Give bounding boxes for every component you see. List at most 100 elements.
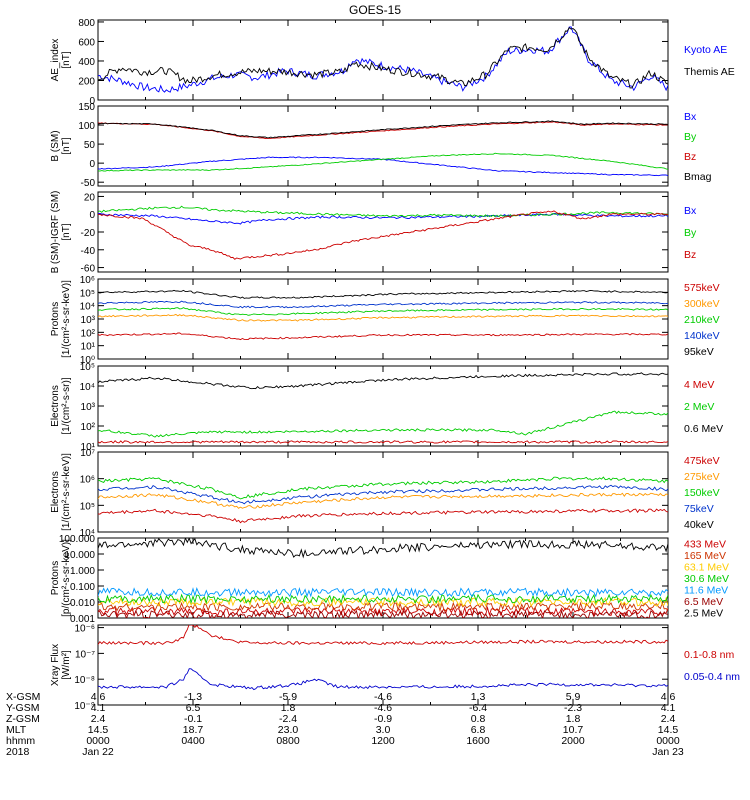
legend-entry: 95keV (684, 346, 714, 358)
legend-entry: 140keV (684, 330, 720, 342)
series-line (98, 587, 668, 598)
legend-entry: 4 MeV (684, 379, 714, 391)
y-tick-label: 800 (78, 18, 95, 29)
legend-entry: 40keV (684, 519, 714, 531)
panel-frame (97, 365, 669, 447)
legend-entry: Bx (684, 205, 697, 217)
y-tick-label: 0.010 (70, 598, 95, 609)
y-tick-label: 600 (78, 37, 95, 48)
panel-6: 10⁴ 10⁵ 10⁶ 10⁷ Electrons [1/(cm²-s-sr-keV)] 4… (50, 448, 720, 539)
y-axis-label: [nT] (61, 223, 72, 240)
y-tick-label: 150 (78, 102, 95, 113)
panel-3: -60 -40 -20 0 20 B (SM)-IGRF (SM) [nT] Bx By Bz (50, 191, 697, 275)
panel-frame (97, 451, 669, 533)
y-tick-label: 10¹ (81, 342, 96, 353)
series-group (98, 289, 668, 341)
legend-entry: By (684, 227, 697, 239)
legend-entry: Bz (684, 249, 696, 261)
y-axis-label: Protons (50, 561, 61, 595)
y-tick-label: 10³ (81, 402, 96, 413)
panel-7: 0.001 0.010 0.100 1.000 10.000 100.000 Protons… (50, 534, 729, 625)
y-axis-label: Protons (50, 302, 61, 336)
series-line (98, 332, 668, 341)
y-tick-label: 10⁰ (80, 355, 95, 366)
legend-entry: 30.6 MeV (684, 573, 729, 585)
series-line (98, 484, 668, 505)
y-axis-label: AE_index (50, 39, 61, 82)
series-group (98, 205, 668, 260)
series-group (98, 26, 668, 93)
series-line (98, 152, 668, 172)
legend-entry: 0.6 MeV (684, 423, 723, 435)
y-tick-label: 10⁶ (80, 275, 95, 286)
y-axis-label: [W/m²] (61, 650, 72, 680)
series-group (98, 372, 668, 444)
legend-entry: 0.05-0.4 nm (684, 671, 740, 683)
series-line (98, 492, 668, 509)
series-group (98, 625, 668, 691)
legend-entry: Bz (684, 151, 696, 163)
series-line (98, 668, 668, 691)
y-tick-label: 50 (84, 140, 96, 151)
legend-entry: Kyoto AE (684, 44, 727, 56)
y-tick-label: 10⁵ (80, 501, 95, 512)
legend-entry: Bx (684, 111, 697, 123)
series-line (98, 508, 668, 524)
chart-title: GOES-15 (349, 3, 401, 17)
y-tick-label: 10⁴ (80, 528, 95, 539)
legend-entry: 165 MeV (684, 550, 726, 562)
legend-entry: 575keV (684, 282, 720, 294)
y-tick-label: 10³ (81, 315, 96, 326)
series-line (98, 27, 668, 89)
series-line (98, 440, 668, 444)
y-tick-label: 10¹ (81, 442, 96, 453)
y-tick-label: 10⁻⁶ (74, 624, 95, 635)
y-tick-label: 0.100 (70, 582, 95, 593)
panel-8: 10⁻⁹ 10⁻⁸ 10⁻⁷ 10⁻⁶ Xray Flux [W/m²] 0.1-0.8 n… (50, 624, 740, 712)
y-axis-label: B (SM) (50, 130, 61, 161)
series-line (98, 596, 668, 607)
y-axis-label: B (SM)-IGRF (SM) (50, 191, 61, 274)
y-tick-label: 10⁶ (80, 475, 95, 486)
y-tick-label: 10² (81, 422, 96, 433)
y-axis-label: Xray Flux (50, 644, 61, 686)
y-tick-label: 1.000 (70, 566, 95, 577)
series-line (98, 289, 668, 299)
y-tick-label: -40 (81, 246, 96, 257)
series-line (98, 26, 668, 93)
y-axis-label: [p/(cm²-s-sr-keV)] (61, 539, 72, 617)
series-line (98, 210, 668, 260)
series-line (98, 307, 668, 316)
legend-entry: 75keV (684, 503, 714, 515)
y-tick-label: 20 (84, 192, 96, 203)
panel-5: 10¹ 10² 10³ 10⁴ 10⁵ Electrons [1/(cm²-s-sr)] 4 … (50, 362, 723, 453)
series-line (98, 593, 668, 605)
y-tick-label: 10⁻⁹ (74, 701, 95, 712)
legend-entry: 475keV (684, 455, 720, 467)
panel-frame (97, 19, 669, 101)
y-tick-label: 10.000 (64, 550, 95, 561)
y-tick-label: 0 (89, 210, 95, 221)
panel-1: 0 200 400 600 800 AE_index [nT] Kyoto AE Themis … (50, 18, 735, 107)
legend-entry: Themis AE (684, 66, 735, 78)
y-tick-label: 10⁴ (80, 382, 95, 393)
legend-entry: 210keV (684, 314, 720, 326)
y-tick-label: -60 (81, 264, 96, 275)
series-line (98, 313, 668, 322)
series-line (98, 605, 668, 618)
legend-entry: By (684, 131, 697, 143)
y-tick-label: 10⁵ (80, 288, 95, 299)
y-tick-label: -20 (81, 228, 96, 239)
y-tick-label: 10⁻⁷ (75, 649, 95, 660)
legend-entry: 275keV (684, 471, 720, 483)
y-tick-label: 10² (81, 328, 96, 339)
y-tick-label: 10⁻⁸ (74, 675, 95, 686)
legend-entry: 2.5 MeV (684, 607, 723, 619)
y-tick-label: 10⁴ (80, 302, 95, 313)
series-group (98, 476, 668, 524)
y-tick-label: 400 (78, 57, 95, 68)
legend-entry: 11.6 MeV (684, 584, 728, 596)
legend-entry: Bmag (684, 171, 712, 183)
legend-entry: 0.1-0.8 nm (684, 649, 734, 661)
